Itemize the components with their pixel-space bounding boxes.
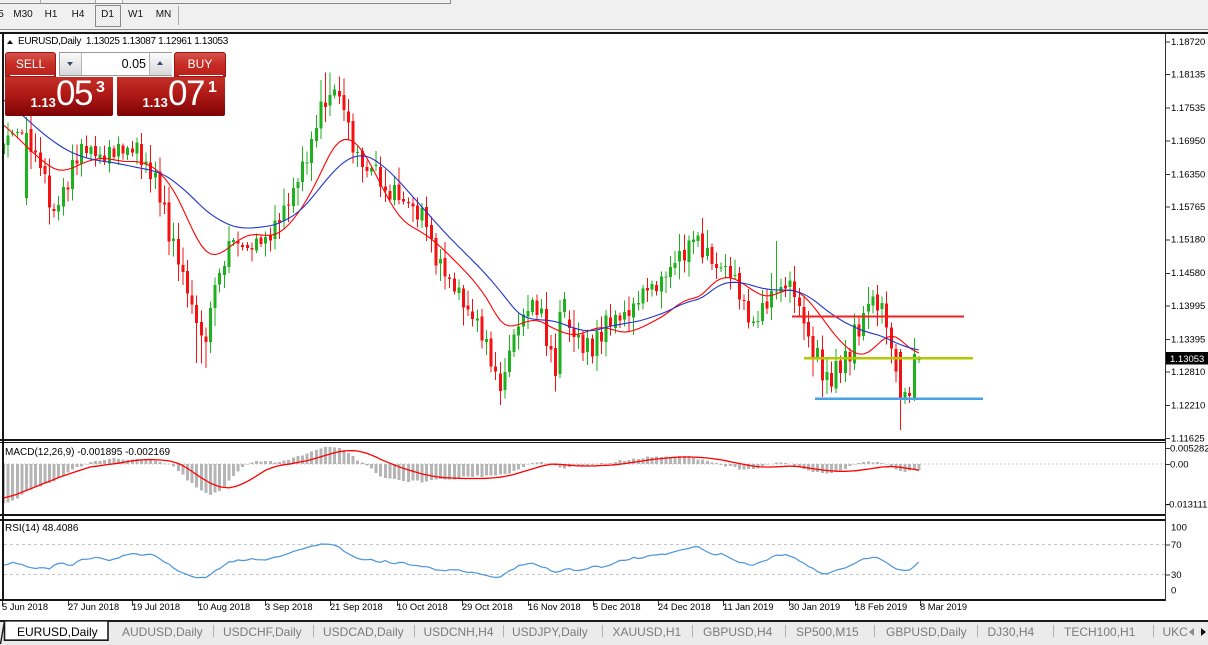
svg-text:1.12810: 1.12810 [1171,367,1205,378]
svg-text:19 Jul 2018: 19 Jul 2018 [132,602,180,612]
svg-text:0.005282: 0.005282 [1170,443,1208,454]
svg-text:5 Dec 2018: 5 Dec 2018 [593,602,641,612]
svg-text:1.16950: 1.16950 [1171,136,1205,147]
svg-text:27 Jun 2018: 27 Jun 2018 [68,602,119,612]
svg-text:30: 30 [1171,570,1182,581]
svg-text:1.13395: 1.13395 [1171,334,1205,345]
svg-text:16 Nov 2018: 16 Nov 2018 [528,602,581,612]
svg-text:70: 70 [1171,540,1182,551]
svg-text:30 Jan 2019: 30 Jan 2019 [789,602,840,612]
svg-text:100: 100 [1171,522,1187,533]
svg-text:0: 0 [1171,585,1176,596]
svg-text:1.12210: 1.12210 [1171,401,1205,412]
svg-text:0.00: 0.00 [1170,459,1189,470]
svg-text:10 Aug 2018: 10 Aug 2018 [198,602,250,612]
svg-text:24 Dec 2018: 24 Dec 2018 [658,602,711,612]
svg-text:1.15180: 1.15180 [1171,235,1205,246]
svg-text:1.15765: 1.15765 [1171,202,1205,213]
svg-text:1.13053: 1.13053 [1170,354,1204,365]
svg-text:1.13995: 1.13995 [1171,301,1205,312]
svg-text:11 Jan 2019: 11 Jan 2019 [723,602,774,612]
svg-text:RSI(14) 48.4086: RSI(14) 48.4086 [5,523,79,534]
svg-text:MACD(12,26,9) -0.001895 -0.002: MACD(12,26,9) -0.001895 -0.002169 [5,447,171,458]
svg-text:1.17535: 1.17535 [1171,103,1205,114]
svg-text:1.14580: 1.14580 [1171,268,1205,279]
svg-text:21 Sep 2018: 21 Sep 2018 [330,602,383,612]
svg-text:3 Sep 2018: 3 Sep 2018 [265,602,313,612]
svg-text:1.16350: 1.16350 [1171,169,1205,180]
svg-text:18 Feb 2019: 18 Feb 2019 [855,602,907,612]
svg-text:29 Oct 2018: 29 Oct 2018 [462,602,513,612]
svg-text:1.18720: 1.18720 [1171,37,1205,48]
svg-text:10 Oct 2018: 10 Oct 2018 [397,602,448,612]
svg-text:-0.013111: -0.013111 [1166,499,1207,510]
svg-text:5 Jun 2018: 5 Jun 2018 [2,602,48,612]
svg-text:8 Mar 2019: 8 Mar 2019 [920,602,967,612]
svg-text:1.18135: 1.18135 [1171,70,1205,81]
svg-text:1.11625: 1.11625 [1171,433,1205,444]
